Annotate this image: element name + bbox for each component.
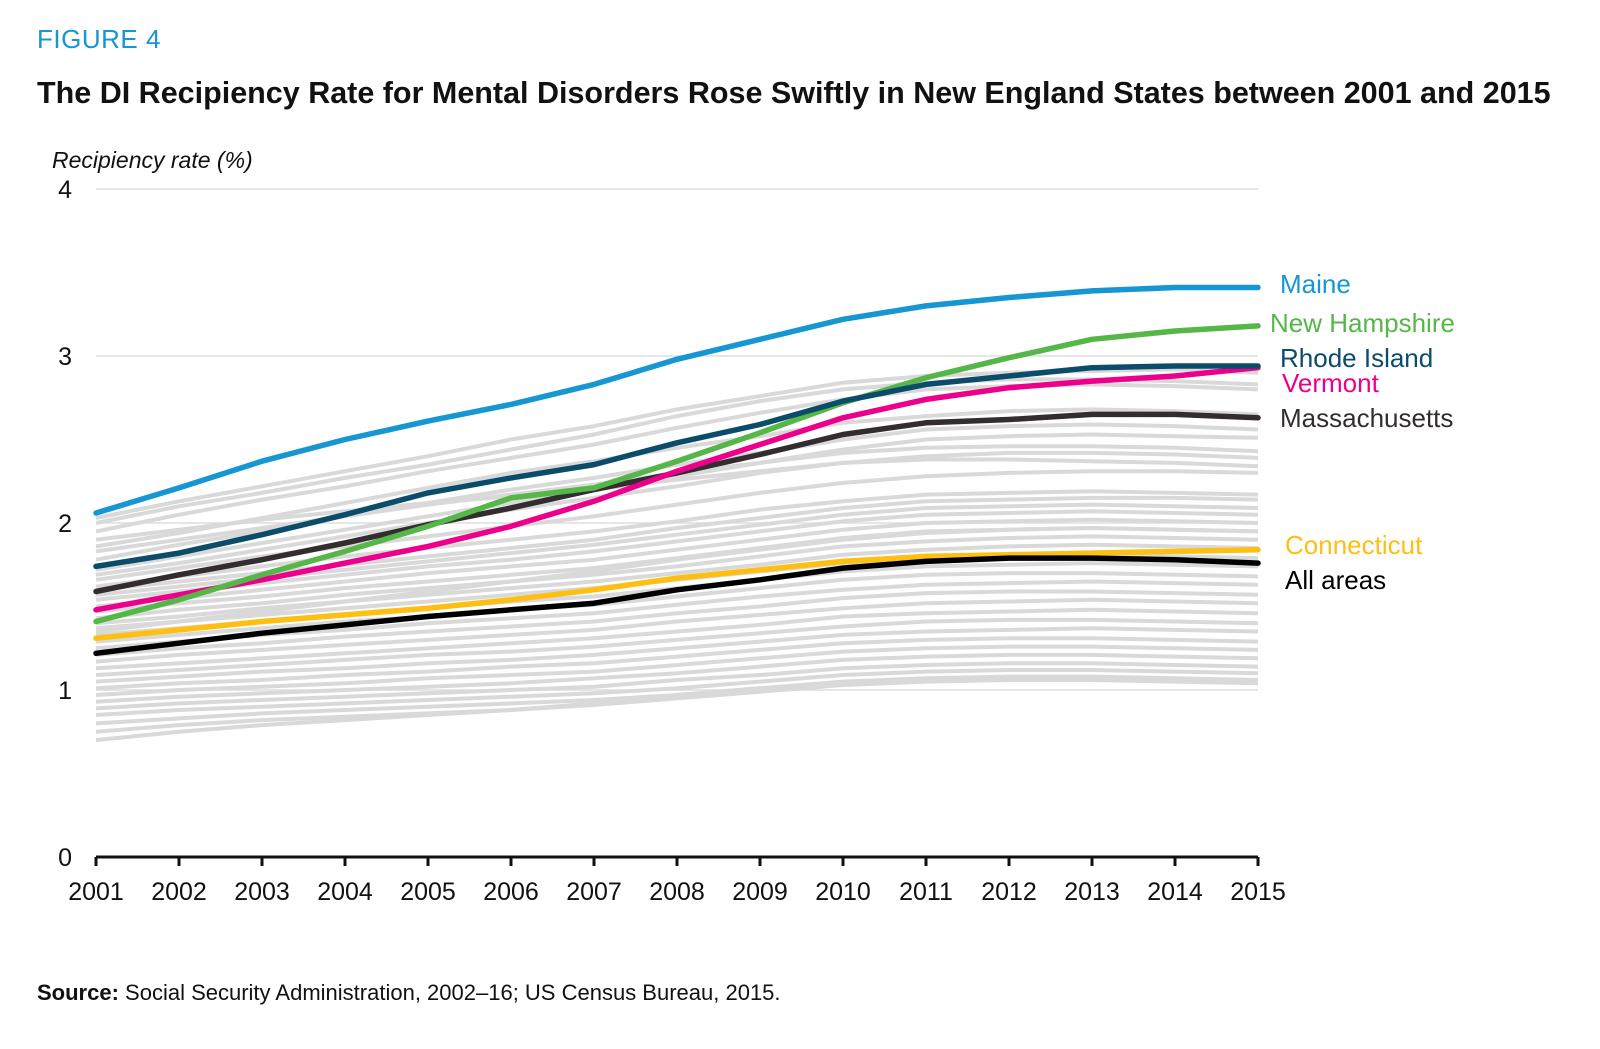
chart-title: The DI Recipiency Rate for Mental Disord…	[37, 76, 1551, 110]
y-tick-label: 0	[58, 844, 72, 872]
background-series-line	[95, 495, 1259, 592]
series-label-maine: Maine	[1280, 269, 1351, 299]
background-series-line	[95, 457, 1259, 542]
background-series-line	[95, 626, 1259, 684]
x-tick-label: 2008	[649, 878, 705, 906]
y-tick-label: 1	[58, 677, 72, 705]
series-label-new-hampshire: New Hampshire	[1270, 308, 1455, 338]
series-label-connecticut: Connecticut	[1285, 530, 1423, 560]
background-series-line	[95, 571, 1259, 644]
background-series-line	[95, 607, 1259, 671]
x-tick-label: 2014	[1147, 878, 1203, 906]
x-tick-label: 2007	[566, 878, 622, 906]
series-line-all-areas	[93, 555, 1261, 657]
background-series-line	[95, 407, 1259, 549]
y-tick-label: 3	[58, 343, 72, 371]
gridlines: 0 1 2 3 4	[58, 176, 1258, 872]
x-tick-label: 2015	[1230, 878, 1286, 906]
x-tick-label: 2006	[483, 878, 539, 906]
background-series-line	[95, 652, 1259, 704]
x-tick-label: 2002	[151, 878, 207, 906]
background-series-line	[95, 489, 1259, 589]
highlighted-series-lines	[93, 284, 1261, 657]
background-series-line	[95, 509, 1259, 602]
x-tick-label: 2001	[68, 878, 124, 906]
background-series-line	[95, 636, 1259, 691]
x-tick-label: 2005	[400, 878, 456, 906]
background-series-line	[95, 450, 1259, 577]
background-series-line	[95, 517, 1259, 609]
y-tick-label: 2	[58, 510, 72, 538]
background-series-line	[95, 526, 1259, 634]
series-label-vermont: Vermont	[1282, 368, 1380, 398]
figure-label: FIGURE 4	[37, 24, 161, 54]
x-tick-label: 2004	[317, 878, 373, 906]
background-series-line	[95, 617, 1259, 677]
background-series-line	[95, 377, 1259, 525]
series-line-rhode-island	[93, 363, 1261, 570]
background-series-line	[95, 432, 1259, 572]
series-line-new-hampshire	[93, 323, 1261, 625]
y-axis-label: Recipiency rate (%)	[52, 147, 253, 173]
x-tick-label: 2003	[234, 878, 290, 906]
series-label-all-areas: All areas	[1285, 565, 1386, 595]
background-series-line	[95, 676, 1259, 743]
x-tick-label: 2009	[732, 878, 788, 906]
background-series-line	[95, 597, 1259, 664]
series-line-connecticut	[93, 546, 1261, 641]
series-label-rhode-island: Rhode Island	[1280, 343, 1433, 373]
background-series-line	[95, 534, 1259, 621]
x-tick-label: 2013	[1064, 878, 1120, 906]
background-series-line	[95, 579, 1259, 651]
series-label-massachusetts: Massachusetts	[1280, 403, 1453, 433]
source-note: Source: Social Security Administration, …	[37, 980, 781, 1006]
source-label: Source:	[37, 980, 119, 1005]
background-series-line	[95, 661, 1259, 711]
background-series-line	[95, 542, 1259, 626]
source-text: Social Security Administration, 2002–16;…	[118, 980, 781, 1005]
background-series-line	[95, 589, 1259, 657]
x-axis: 2001 2002 2003 2004 2005 2006 2007 2008 2009 2010…	[68, 855, 1286, 906]
series-line-vermont	[93, 364, 1261, 613]
background-series-line	[95, 668, 1259, 717]
y-tick-label: 4	[58, 176, 72, 204]
x-tick-label: 2012	[981, 878, 1037, 906]
background-series-line	[95, 644, 1259, 697]
series-line-maine	[93, 284, 1261, 516]
x-tick-label: 2010	[815, 878, 871, 906]
x-tick-label: 2011	[899, 878, 953, 906]
